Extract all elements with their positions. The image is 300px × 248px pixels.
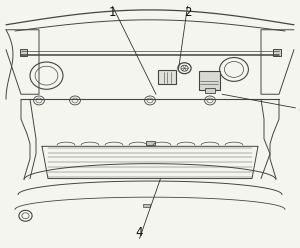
FancyBboxPatch shape [143,204,150,207]
Text: 3: 3 [298,101,300,114]
Text: 4: 4 [136,226,143,239]
Text: 1: 1 [109,6,116,19]
FancyBboxPatch shape [146,141,154,145]
FancyBboxPatch shape [273,49,280,56]
FancyBboxPatch shape [205,88,214,93]
FancyBboxPatch shape [20,49,27,56]
Text: 2: 2 [184,6,191,19]
FancyBboxPatch shape [199,71,220,90]
FancyBboxPatch shape [158,70,176,84]
